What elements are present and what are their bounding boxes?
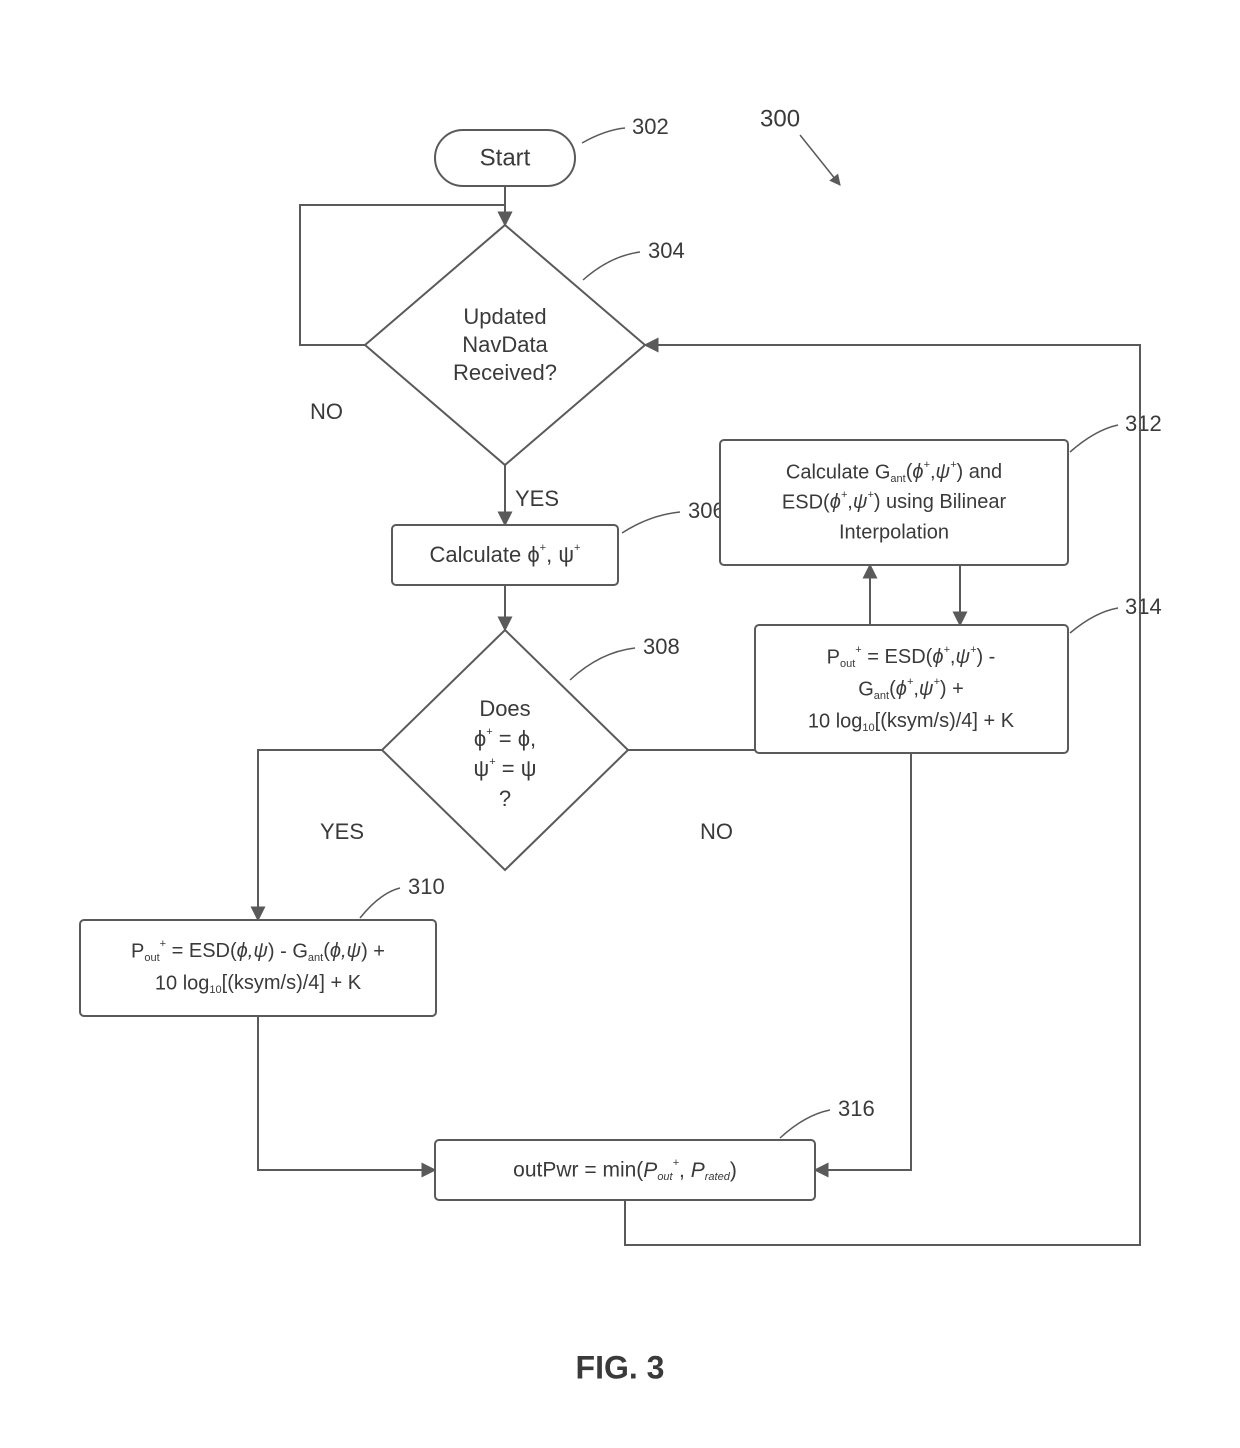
ref-316-label: 316 (838, 1096, 875, 1121)
d304-line3: Received? (453, 360, 557, 385)
figure-ref-label: 300 (760, 105, 800, 132)
flowchart: 300 Start 302 Updated NavData Received? … (0, 0, 1240, 1448)
ref-316: 316 (780, 1096, 875, 1138)
process-310: Pout+ = ESD(ϕ,ψ) - Gant(ϕ,ψ) + 10 log10[… (80, 920, 436, 1016)
ref-308: 308 (570, 634, 680, 680)
ref-310-label: 310 (408, 874, 445, 899)
process-306: Calculate ϕ+, ψ+ (392, 525, 618, 585)
process-314: Pout+ = ESD(ϕ+,ψ+) - Gant(ϕ+,ψ+) + 10 lo… (755, 625, 1068, 753)
ref-304: 304 (583, 238, 685, 280)
p316-label: outPwr = min(Pout+, Prated) (513, 1157, 737, 1183)
start-label: Start (480, 144, 531, 171)
ref-308-label: 308 (643, 634, 680, 659)
d308-line3: ψ+ = ψ (474, 756, 537, 781)
ref-302-label: 302 (632, 114, 669, 139)
d308-yes-label: YES (320, 819, 364, 844)
figure-title: FIG. 3 (576, 1349, 665, 1385)
process-312: Calculate Gant(ϕ+,ψ+) and ESD(ϕ+,ψ+) usi… (720, 440, 1068, 565)
p312-line3: Interpolation (839, 521, 949, 543)
d308-line2: ϕ+ = ϕ, (474, 726, 536, 751)
d308-line4: ? (499, 786, 511, 811)
p314-line3: 10 log10[(ksym/s)/4] + K (808, 710, 1015, 734)
d304-line1: Updated (463, 304, 546, 329)
decision-308: Does ϕ+ = ϕ, ψ+ = ψ ? (382, 630, 628, 870)
ref-312-label: 312 (1125, 411, 1162, 436)
p310-line1: Pout+ = ESD(ϕ,ψ) - Gant(ϕ,ψ) + (131, 938, 385, 964)
ref-302: 302 (582, 114, 669, 143)
ref-306: 306 (622, 498, 725, 533)
p306-label: Calculate ϕ+, ψ+ (430, 542, 581, 567)
d304-yes-label: YES (515, 486, 559, 511)
ref-314: 314 (1070, 594, 1162, 633)
d304-no-label: NO (310, 399, 343, 424)
ref-310: 310 (360, 874, 445, 918)
decision-304: Updated NavData Received? (365, 225, 645, 465)
d304-line2: NavData (462, 332, 548, 357)
ref-304-label: 304 (648, 238, 685, 263)
d308-no-label: NO (700, 819, 733, 844)
p312-line2: ESD(ϕ+,ψ+) using Bilinear (782, 489, 1007, 513)
edge-p310-p316 (258, 1016, 435, 1170)
start-node: Start (435, 130, 575, 186)
process-316: outPwr = min(Pout+, Prated) (435, 1140, 815, 1200)
ref-314-label: 314 (1125, 594, 1162, 619)
ref-312: 312 (1070, 411, 1162, 452)
figure-ref: 300 (760, 105, 840, 185)
p310-line2: 10 log10[(ksym/s)/4] + K (155, 972, 362, 996)
d308-line1: Does (479, 696, 530, 721)
